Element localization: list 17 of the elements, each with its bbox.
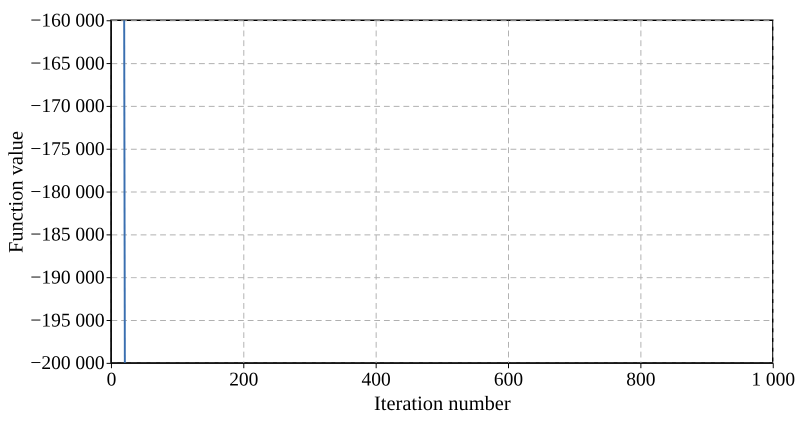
y-tick-label: −185 000 — [30, 224, 105, 246]
x-tick-label: 0 — [106, 370, 116, 391]
x-tick-label: 400 — [362, 370, 391, 391]
x-tick-label: 600 — [494, 370, 524, 391]
x-tick-label: 800 — [626, 370, 656, 391]
y-tick-label: −165 000 — [30, 53, 105, 74]
y-tick-label: −160 000 — [30, 10, 105, 32]
x-tick-label: 200 — [229, 370, 258, 391]
y-tick-label: −180 000 — [30, 182, 105, 203]
y-tick-label: −175 000 — [30, 139, 105, 160]
y-tick-label: −190 000 — [30, 268, 105, 289]
x-axis-title: Iteration number — [374, 393, 511, 416]
y-axis-title: Function value — [6, 131, 28, 254]
x-tick-label: 1 000 — [751, 370, 796, 391]
y-tick-label: −170 000 — [30, 96, 105, 118]
y-tick-label: −200 000 — [30, 353, 105, 374]
y-tick-label: −195 000 — [30, 310, 105, 332]
